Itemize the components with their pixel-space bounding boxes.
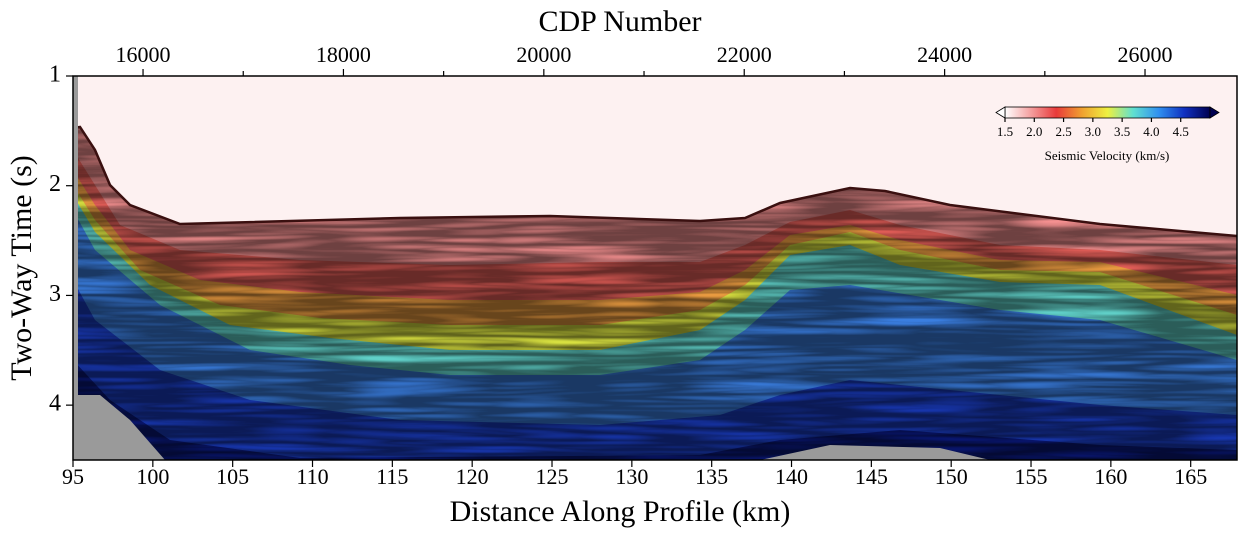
- colorbar-high-arrow: [1209, 106, 1220, 119]
- top-tick-label: 24000: [917, 42, 972, 67]
- y-tick-label: 4: [49, 391, 61, 417]
- no-data-mask: [760, 445, 990, 460]
- x-tick-label: 165: [1174, 464, 1207, 489]
- colorbar-tick-label: 2.0: [1026, 124, 1042, 139]
- colorbar-tick-label: 3.5: [1114, 124, 1130, 139]
- no-data-mask: [73, 395, 165, 460]
- x-tick-label: 115: [376, 464, 408, 489]
- no-data-mask: [73, 76, 78, 460]
- seismic-image: [73, 76, 1237, 460]
- colorbar-low-arrow: [995, 106, 1006, 119]
- x-tick-label: 120: [456, 464, 489, 489]
- x-tick-label: 145: [855, 464, 888, 489]
- x-axis-label: Distance Along Profile (km): [450, 495, 791, 528]
- x-tick-label: 125: [536, 464, 569, 489]
- x-tick-label: 155: [1015, 464, 1048, 489]
- colorbar-tick-label: 3.0: [1085, 124, 1101, 139]
- colorbar-tick-label: 4.0: [1143, 124, 1159, 139]
- x-tick-label: 135: [695, 464, 728, 489]
- x-tick-label: 150: [935, 464, 968, 489]
- top-tick-label: 16000: [116, 42, 171, 67]
- colorbar-tick-label: 2.5: [1055, 124, 1071, 139]
- top-tick-label: 26000: [1118, 42, 1173, 67]
- x-tick-label: 130: [615, 464, 648, 489]
- top-tick-label: 20000: [516, 42, 571, 67]
- x-tick-label: 110: [296, 464, 328, 489]
- x-tick-label: 105: [216, 464, 249, 489]
- seafloor-reflector: [73, 125, 1237, 238]
- plot-frame: [72, 75, 1238, 461]
- x-tick-label: 100: [136, 464, 169, 489]
- top-tick-label: 22000: [717, 42, 772, 67]
- colorbar-tick-label: 1.5: [997, 124, 1013, 139]
- y-tick-label: 2: [49, 171, 61, 197]
- colorbar-label: Seismic Velocity (km/s): [1045, 148, 1170, 163]
- x-tick-label: 160: [1094, 464, 1127, 489]
- x-tick-label: 95: [62, 464, 84, 489]
- x-tick-label: 140: [775, 464, 808, 489]
- y-tick-label: 3: [49, 281, 61, 307]
- top-axis-label: CDP Number: [538, 5, 701, 38]
- colorbar: [1004, 106, 1211, 119]
- y-tick-label: 1: [49, 62, 61, 88]
- colorbar-tick-label: 4.5: [1173, 124, 1189, 139]
- top-tick-label: 18000: [316, 42, 371, 67]
- y-axis-label: Two-Way Time (s): [5, 155, 38, 380]
